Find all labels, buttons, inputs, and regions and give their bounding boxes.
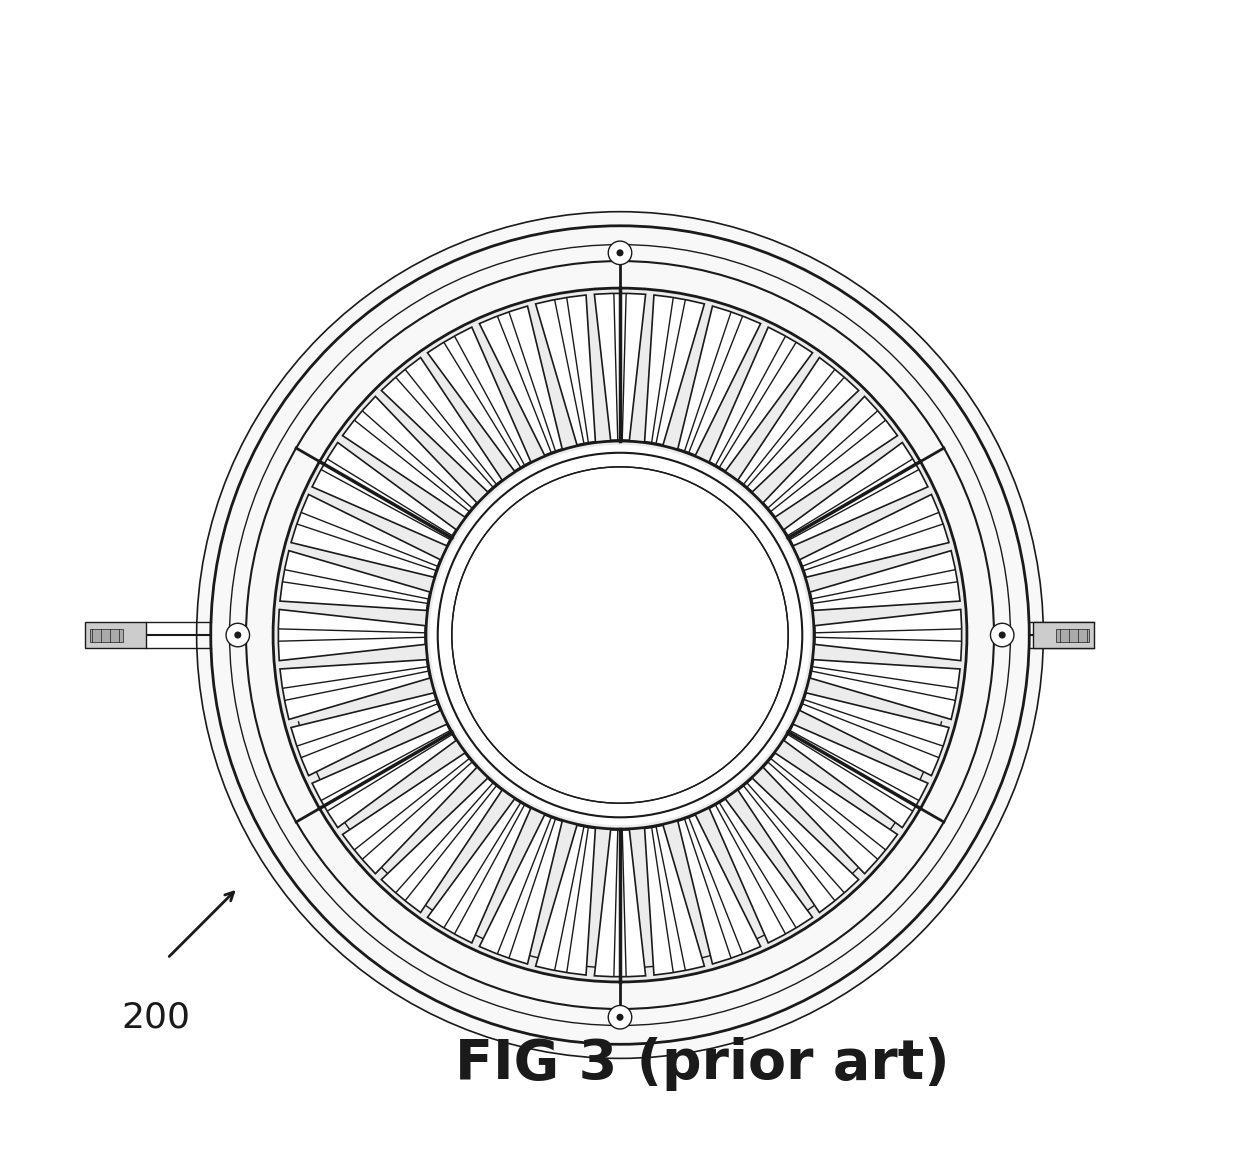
Polygon shape (645, 826, 704, 975)
Polygon shape (709, 327, 812, 472)
Polygon shape (763, 396, 898, 517)
Polygon shape (784, 724, 928, 828)
Polygon shape (342, 396, 477, 517)
Polygon shape (763, 753, 898, 874)
Bar (1033, 622, 1094, 648)
Polygon shape (536, 295, 595, 445)
Polygon shape (645, 295, 704, 445)
Circle shape (991, 623, 1014, 647)
Polygon shape (536, 826, 595, 975)
Polygon shape (291, 693, 440, 776)
Circle shape (273, 288, 967, 982)
Polygon shape (810, 660, 960, 720)
Polygon shape (800, 494, 949, 577)
Polygon shape (428, 799, 531, 943)
Polygon shape (291, 494, 440, 577)
Bar (89, 628, 123, 642)
Polygon shape (594, 294, 646, 440)
Text: 200: 200 (122, 1001, 190, 1034)
Polygon shape (678, 306, 760, 455)
Circle shape (234, 632, 242, 639)
Polygon shape (738, 779, 858, 913)
Polygon shape (594, 830, 646, 976)
Polygon shape (800, 693, 949, 776)
Polygon shape (382, 358, 502, 492)
Circle shape (609, 241, 631, 265)
Circle shape (197, 212, 1043, 1058)
Polygon shape (279, 609, 425, 661)
Circle shape (226, 623, 249, 647)
Polygon shape (738, 358, 858, 492)
Circle shape (273, 288, 967, 982)
Circle shape (616, 1014, 624, 1021)
Polygon shape (709, 799, 812, 943)
Text: FIG 3 (prior art): FIG 3 (prior art) (455, 1037, 950, 1091)
Polygon shape (382, 779, 502, 913)
Circle shape (454, 468, 786, 802)
Polygon shape (810, 550, 960, 610)
Polygon shape (480, 815, 562, 964)
Polygon shape (815, 609, 961, 661)
Polygon shape (678, 815, 760, 964)
Bar (84, 622, 146, 648)
Polygon shape (342, 753, 477, 874)
Polygon shape (480, 306, 562, 455)
Circle shape (616, 249, 624, 256)
Polygon shape (312, 442, 456, 546)
Polygon shape (428, 327, 531, 472)
Circle shape (430, 445, 810, 826)
Circle shape (609, 1005, 631, 1029)
Bar (1055, 628, 1089, 642)
Polygon shape (784, 442, 928, 546)
Polygon shape (312, 724, 456, 828)
Polygon shape (280, 660, 430, 720)
Polygon shape (280, 550, 430, 610)
Circle shape (998, 632, 1006, 639)
